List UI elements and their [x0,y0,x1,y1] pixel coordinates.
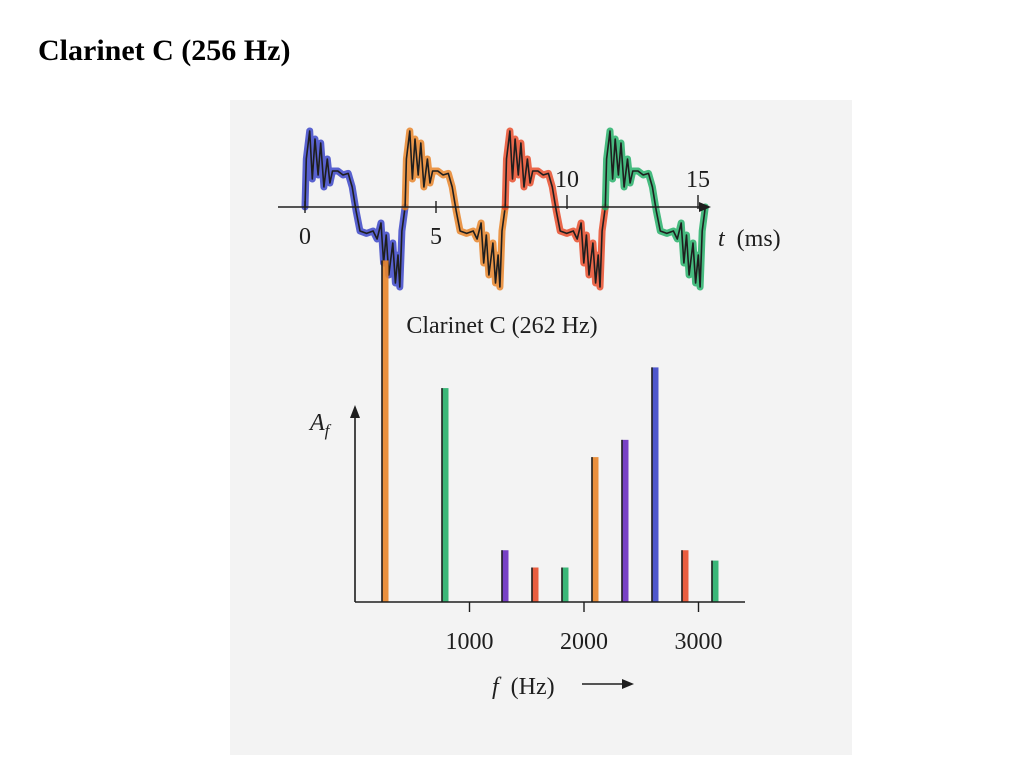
waveform-cycle-1-line [304,130,406,288]
spectrum-bar-2 [441,388,449,602]
spectrum-bar-7 [621,439,629,602]
amplitude-axis-label-main: A [308,410,325,436]
slide-title: Clarinet C (256 Hz) [38,34,291,67]
frequency-axis-label-unit: (Hz) [511,674,555,700]
waveform-cycle-2-line [404,130,506,288]
frequency-axis-label: f (Hz) [492,674,555,700]
frequency-direction-arrow-head [622,679,634,689]
figure-svg: 0 5 10 15 t (ms) Clarinet C (262 Hz) 1000 20… [278,127,781,700]
spectrum-bar-1 [381,260,389,602]
spectrum-chart: 1000 2000 3000 Af f (Hz) [308,260,745,700]
time-axis-label-symbol: t [718,226,726,252]
spectrum-bars [381,260,719,602]
time-axis-label: t (ms) [718,226,781,252]
time-tick-label-5: 5 [430,224,442,250]
spectrum-bar-9 [681,550,689,602]
waveform-chart: 0 5 10 15 t (ms) Clarinet C (262 Hz) [278,127,781,339]
scanned-figure-panel: 0 5 10 15 t (ms) Clarinet C (262 Hz) 1000 20… [230,100,852,755]
frequency-axis-ticks: 1000 2000 3000 [446,602,723,655]
amplitude-axis-arrowhead [350,405,360,418]
frequency-tick-label-1000: 1000 [446,629,494,655]
spectrum-bar-6 [591,457,599,602]
frequency-direction-arrow [582,679,634,689]
frequency-tick-label-2000: 2000 [560,629,608,655]
frequency-axis-label-symbol: f [492,674,502,700]
spectrum-bar-8 [651,367,659,602]
time-tick-label-10: 10 [555,167,579,193]
waveform-cycle-4-line [604,130,707,288]
spectrum-bar-5 [561,567,569,602]
time-tick-label-15: 15 [686,167,710,193]
time-axis-label-unit: (ms) [737,226,781,252]
frequency-tick-label-3000: 3000 [675,629,723,655]
waveform-title: Clarinet C (262 Hz) [406,313,597,339]
amplitude-axis-label: Af [308,410,332,440]
amplitude-axis-label-sub: f [325,421,332,440]
time-tick-label-0: 0 [299,224,311,250]
time-axis-ticks: 0 5 10 15 [299,167,710,250]
time-axis-arrowhead [699,202,711,212]
spectrum-bar-10 [711,560,719,602]
waveform-curves [301,127,709,291]
spectrum-bar-4 [531,567,539,602]
waveform-cycle-3-line [504,130,607,288]
spectrum-bar-3 [501,550,509,602]
